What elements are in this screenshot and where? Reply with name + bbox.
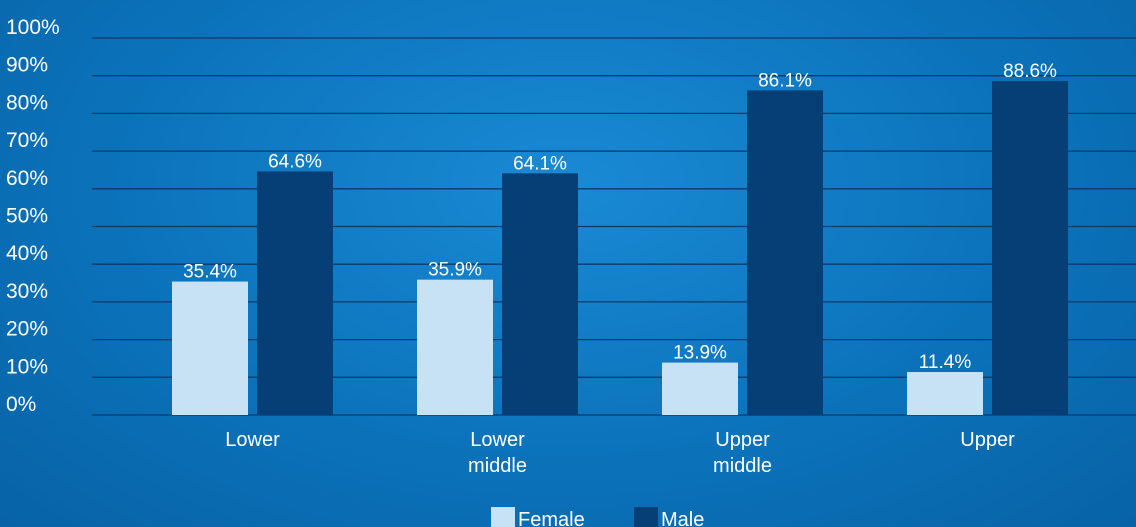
- bar-male: [257, 171, 333, 415]
- legend-swatch: [634, 507, 658, 527]
- category-label: Upper middle: [713, 429, 772, 477]
- bar-female: [417, 279, 493, 415]
- y-tick-label: 80%: [6, 91, 48, 114]
- data-labels: 35.4% 64.6% 35.9% 64.1% 13.9% 86.1% 11.4% 88.6%: [183, 61, 1057, 373]
- bar-male: [747, 90, 823, 415]
- category-label: Lower: [225, 429, 280, 451]
- y-tick-label: 90%: [6, 54, 48, 77]
- data-label: 13.9%: [673, 343, 727, 364]
- data-label: 11.4%: [919, 352, 972, 373]
- y-tick-label: 60%: [6, 167, 48, 190]
- y-tick-label: 10%: [6, 355, 48, 378]
- legend-item-male: Male: [634, 507, 704, 527]
- bar-male: [502, 173, 578, 415]
- data-label: 86.1%: [758, 70, 812, 91]
- data-label: 35.4%: [183, 262, 237, 283]
- category-label: Upper: [960, 429, 1015, 451]
- bar-female: [907, 372, 983, 415]
- bar-male: [992, 80, 1068, 415]
- legend: Female Male: [491, 507, 704, 527]
- gridlines: [92, 37, 1136, 416]
- y-tick-label: 20%: [6, 318, 48, 341]
- legend-label: Female: [518, 509, 585, 527]
- x-axis-category-labels: Lower Lower middle Upper middle Upper: [225, 429, 1015, 477]
- category-label: Lower middle: [468, 429, 527, 477]
- data-label: 88.6%: [1003, 61, 1057, 82]
- bar-female: [662, 362, 738, 415]
- y-tick-label: 0%: [6, 393, 36, 416]
- legend-label: Male: [661, 509, 704, 527]
- y-tick-label: 70%: [6, 129, 48, 152]
- y-tick-label: 40%: [6, 242, 48, 265]
- data-label: 35.9%: [428, 260, 482, 281]
- legend-swatch: [491, 507, 515, 527]
- y-tick-label: 30%: [6, 280, 48, 303]
- y-axis-tick-labels: 0% 10% 20% 30% 40% 50% 60% 70% 80% 90% 100%: [6, 16, 60, 416]
- y-tick-label: 50%: [6, 205, 48, 228]
- data-label: 64.1%: [513, 153, 567, 174]
- data-label: 64.6%: [268, 151, 322, 172]
- bars: [172, 80, 1068, 415]
- bar-female: [172, 281, 248, 415]
- y-tick-label: 100%: [6, 16, 60, 39]
- legend-item-female: Female: [491, 507, 585, 527]
